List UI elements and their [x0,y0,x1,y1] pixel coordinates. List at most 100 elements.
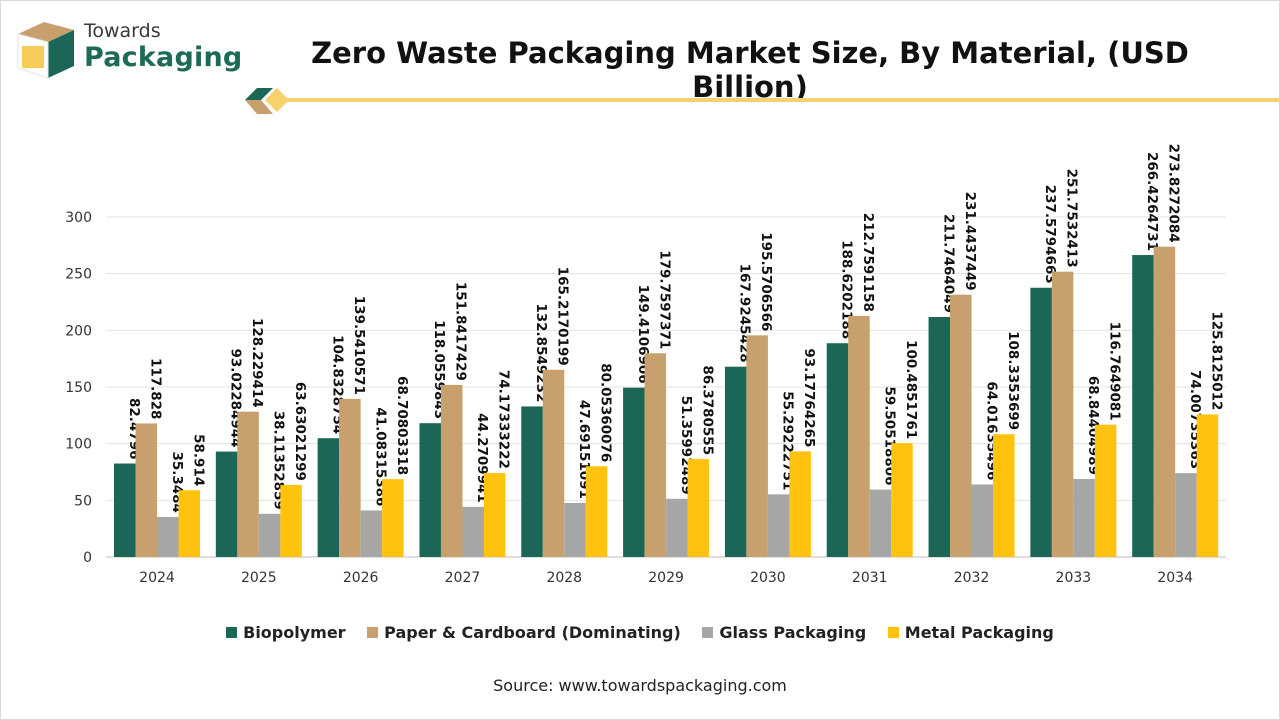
bar-paper-cardboard-2025 [237,411,259,557]
data-label: 188.6202188 [838,240,854,339]
legend-label: Paper & Cardboard (Dominating) [384,623,681,642]
x-tick-label: 2033 [1056,570,1092,586]
y-tick-label: 150 [65,380,92,396]
legend-item-paper-cardboard: Paper & Cardboard (Dominating) [367,623,681,642]
data-label: 211.7464049 [940,214,956,313]
bar-metal-packaging-2034 [1196,414,1219,557]
data-label: 117.828 [147,358,163,420]
y-tick-label: 100 [65,437,92,453]
bar-glass-packaging-2025 [258,513,281,557]
data-label: 165.2170199 [555,267,571,366]
bar-glass-packaging-2028 [564,502,586,557]
bar-glass-packaging-2034 [1175,473,1197,557]
x-tick-label: 2031 [852,570,888,586]
data-label: 63.63021299 [292,382,308,481]
data-label: 251.7532413 [1064,169,1080,268]
legend-swatch [702,627,714,638]
bar-metal-packaging-2026 [382,479,404,557]
legend-swatch [887,627,899,638]
logo [16,16,236,86]
bar-biopolymer-2025 [215,451,238,557]
bar-paper-cardboard-2030 [746,335,768,557]
x-tick-label: 2028 [546,570,582,586]
data-label: 237.5794663 [1042,185,1058,284]
data-label: 266.4264731 [1144,152,1160,251]
y-tick-label: 50 [74,493,92,509]
legend: Biopolymer Paper & Cardboard (Dominating… [0,622,1280,644]
bar-metal-packaging-2032 [993,434,1015,557]
y-axis: 0 50 100 150 200 250 300 [65,210,92,566]
legend-item-biopolymer: Biopolymer [226,623,346,642]
bar-glass-packaging-2030 [767,494,790,557]
data-label: 116.7649081 [1107,322,1123,421]
data-label: 128.229414 [249,318,265,408]
data-label: 212.7591158 [860,213,876,312]
bar-paper-cardboard-2033 [1051,271,1074,557]
brand-name-line1: Towards [84,20,161,42]
bar-metal-packaging-2031 [891,443,913,557]
bar-metal-packaging-2030 [789,451,811,557]
bar-paper-cardboard-2027 [440,384,463,557]
bar-biopolymer-2024 [114,463,136,557]
legend-swatch [367,627,379,638]
y-tick-label: 300 [65,210,92,226]
x-tick-label: 2034 [1157,570,1193,586]
source-note: Source: www.towardspackaging.com [493,676,787,695]
bar-paper-cardboard-2031 [848,315,870,557]
bar-metal-packaging-2025 [280,484,302,557]
bar-glass-packaging-2027 [462,506,484,557]
divider-diamond-yellow-icon [265,88,289,112]
data-label: 273.8272084 [1165,144,1181,243]
data-label: 179.7597371 [656,250,672,349]
bar-paper-cardboard-2026 [339,398,361,557]
bar-paper-cardboard-2028 [542,369,565,557]
data-label: 58.914 [190,434,206,486]
bar-biopolymer-2028 [521,406,543,557]
bar-biopolymer-2033 [1030,287,1052,557]
legend-label: Metal Packaging [904,623,1054,642]
bar-biopolymer-2027 [419,423,441,557]
data-label: 68.70803318 [394,376,410,475]
bar-paper-cardboard-2034 [1153,246,1176,558]
bar-metal-packaging-2027 [483,472,506,557]
data-label: 93.17764265 [801,348,817,447]
legend-item-metal-packaging: Metal Packaging [887,623,1054,642]
data-label: 100.4851761 [903,340,919,439]
bar-biopolymer-2034 [1132,255,1154,558]
data-label: 74.17333222 [496,370,512,469]
data-label: 125.8125012 [1208,311,1224,410]
legend-label: Glass Packaging [719,623,867,642]
chart-title: Zero Waste Packaging Market Size, By Mat… [311,36,1189,104]
bar-biopolymer-2030 [724,366,747,557]
data-label: 195.5706566 [758,232,774,331]
bar-metal-packaging-2028 [585,466,608,557]
y-tick-label: 250 [65,267,92,283]
bar-paper-cardboard-2029 [644,353,667,557]
x-tick-label: 2030 [750,570,786,586]
legend-swatch [226,627,238,638]
x-tick-label: 2027 [445,570,481,586]
divider-diamond-tan-icon [245,100,273,114]
bar-glass-packaging-2026 [360,510,383,557]
data-label: 86.3780555 [699,365,715,455]
bar-paper-cardboard-2024 [135,423,157,557]
data-label: 231.4437449 [962,192,978,291]
bar-biopolymer-2032 [928,317,951,557]
divider-line [287,98,1280,102]
bar-glass-packaging-2024 [157,516,179,557]
x-tick-label: 2024 [139,570,175,586]
legend-label: Biopolymer [243,623,346,642]
divider-diamond-dark-icon [245,88,273,100]
y-tick-label: 0 [83,550,92,566]
x-tick-label: 2029 [648,570,684,586]
bar-glass-packaging-2033 [1073,478,1095,557]
x-axis: 2024 2025 2026 2027 2028 2029 2030 2031 2032 2033… [139,570,1193,586]
x-tick-label: 2025 [241,570,277,586]
bar-metal-packaging-2029 [687,459,710,557]
brand-name-line2: Packaging [84,42,243,73]
bar-metal-packaging-2024 [178,490,200,557]
data-label: 108.3353699 [1005,331,1021,430]
y-tick-label: 200 [65,323,92,339]
data-label: 139.5410571 [351,296,367,395]
